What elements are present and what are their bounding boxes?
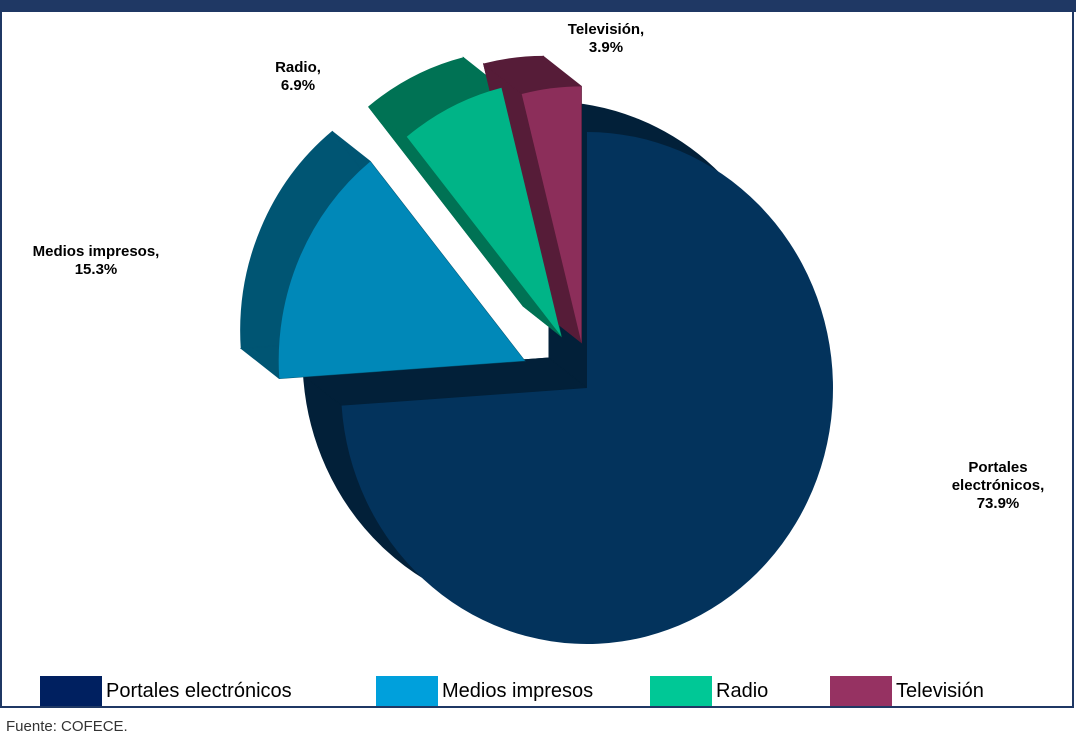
pie-labels: Portales electrónicos, 73.9% Medios impreso… — [33, 21, 1045, 512]
chart-frame — [0, 12, 1074, 708]
legend: Portales electrónicos Medios impresos Ra… — [0, 672, 1076, 708]
legend-swatch-television — [830, 676, 892, 706]
slice-label-radio: Radio, 6.9% — [275, 59, 321, 94]
legend-label-medios: Medios impresos — [442, 679, 594, 702]
slice-label-portales: Portales electrónicos, 73.9% — [952, 459, 1045, 512]
pie-slice-television — [521, 86, 582, 343]
header-bar — [0, 0, 1076, 12]
legend-swatch-radio — [650, 676, 712, 706]
slice-label-television: Televisión, 3.9% — [568, 21, 644, 56]
legend-item-television: Televisión — [830, 676, 984, 706]
slice-label-medios: Medios impresos, 15.3% — [33, 243, 160, 278]
pie-slice-portales — [341, 132, 833, 644]
legend-label-television: Televisión — [896, 679, 984, 702]
legend-label-radio: Radio — [716, 679, 769, 702]
legend-item-portales: Portales electrónicos — [40, 676, 292, 706]
pie-slice-radio — [406, 87, 562, 337]
legend-item-medios: Medios impresos — [376, 676, 593, 706]
legend-item-radio: Radio — [650, 676, 768, 706]
legend-label-portales: Portales electrónicos — [106, 679, 292, 702]
pie-slice-medios — [278, 161, 525, 379]
legend-swatch-portales — [40, 676, 102, 706]
legend-swatch-medios — [376, 676, 438, 706]
pie-slices — [278, 86, 833, 644]
source-note: Fuente: COFECE. — [6, 718, 128, 735]
pie-chart: Portales electrónicos, 73.9% Medios impreso… — [33, 21, 1045, 644]
